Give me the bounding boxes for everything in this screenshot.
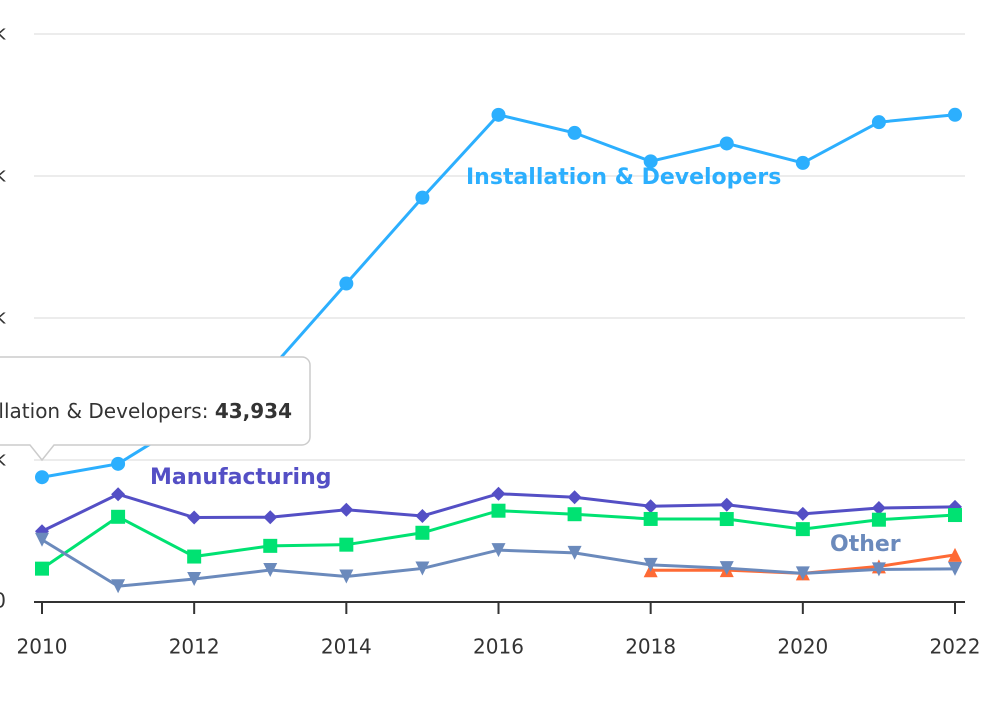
point xyxy=(35,561,49,576)
x-tick-label: 2018 xyxy=(625,635,676,659)
point xyxy=(643,557,658,572)
x-tick-label: 2020 xyxy=(777,635,828,659)
point xyxy=(339,276,354,291)
point xyxy=(491,543,506,558)
point xyxy=(415,525,430,540)
point xyxy=(567,545,582,560)
point xyxy=(263,510,278,525)
point xyxy=(111,509,126,524)
tooltip-series: Installation & Developers xyxy=(0,399,202,423)
point xyxy=(111,579,126,594)
point xyxy=(415,190,430,205)
point xyxy=(187,510,202,525)
y-tick-label: 150k xyxy=(0,163,6,187)
point xyxy=(415,561,430,576)
point xyxy=(491,107,506,122)
y-tick-label: 200k xyxy=(0,21,6,45)
x-tick-label: 2010 xyxy=(17,635,68,659)
tooltip-value: 43,934 xyxy=(215,399,292,423)
point xyxy=(339,569,354,584)
point xyxy=(643,511,658,526)
series-label: Installation & Developers xyxy=(466,165,781,190)
y-tick-label: 100k xyxy=(0,305,6,329)
point xyxy=(719,512,734,527)
point xyxy=(567,507,582,522)
point xyxy=(567,490,582,505)
point xyxy=(567,125,582,140)
y-tick-label: 50k xyxy=(0,447,6,471)
point xyxy=(719,136,734,151)
point xyxy=(948,499,962,514)
point xyxy=(871,500,886,515)
point xyxy=(339,502,354,517)
point xyxy=(111,456,126,471)
point xyxy=(187,571,202,586)
point xyxy=(491,486,506,501)
point xyxy=(187,549,202,564)
series-label: Manufacturing xyxy=(150,465,332,490)
series-label: Other xyxy=(830,532,901,557)
point xyxy=(643,499,658,514)
point xyxy=(795,155,810,170)
point xyxy=(795,566,810,581)
point xyxy=(795,506,810,521)
point xyxy=(263,563,278,578)
point xyxy=(871,512,886,527)
point xyxy=(415,508,430,523)
point xyxy=(871,115,886,130)
point xyxy=(719,497,734,512)
point xyxy=(948,547,962,562)
point xyxy=(491,503,506,518)
tooltip-text: Installation & Developers: 43,934 xyxy=(0,399,292,423)
series-line xyxy=(41,509,956,570)
x-tick-label: 2016 xyxy=(473,635,524,659)
point xyxy=(948,107,962,122)
point xyxy=(263,538,278,553)
point xyxy=(948,561,962,576)
tooltip: Installation & Developers: 43,934 xyxy=(0,356,311,462)
point xyxy=(339,537,354,552)
tooltip-box xyxy=(0,356,311,462)
x-tick-label: 2012 xyxy=(169,635,220,659)
x-tick-label: 2014 xyxy=(321,635,372,659)
point xyxy=(111,487,126,502)
point xyxy=(948,508,962,523)
point xyxy=(871,562,886,577)
point xyxy=(795,522,810,537)
y-tick-label: 0 xyxy=(0,589,6,613)
point xyxy=(719,561,734,576)
point xyxy=(35,532,49,547)
point xyxy=(643,154,658,169)
point xyxy=(35,470,49,485)
x-tick-label: 2022 xyxy=(930,635,981,659)
